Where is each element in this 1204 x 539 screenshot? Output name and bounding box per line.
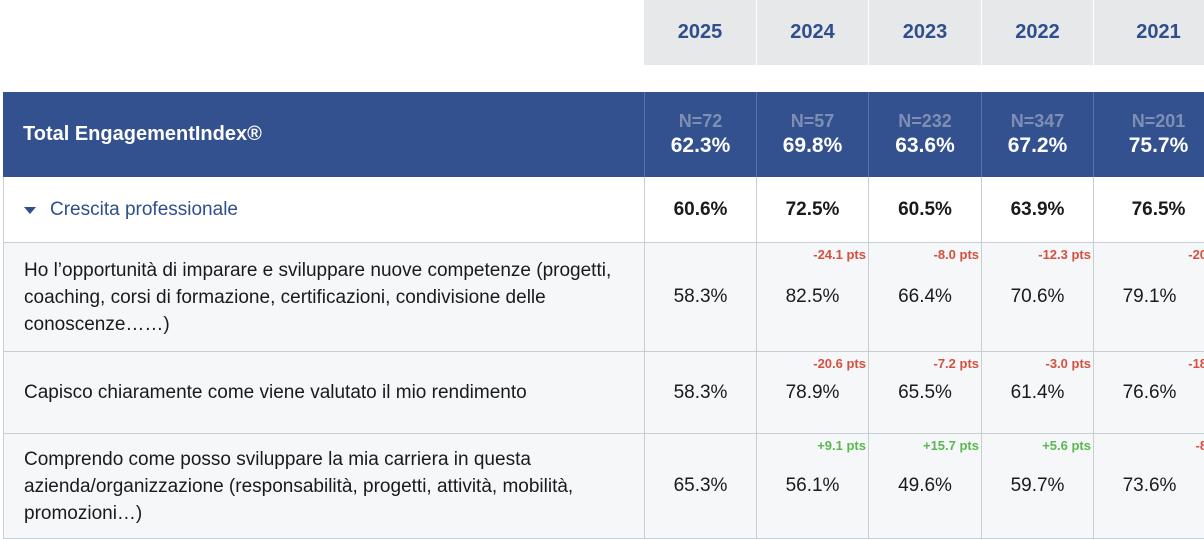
value-text: 76.6% <box>1122 381 1177 403</box>
section-value: 76.5% <box>1093 177 1204 242</box>
question-value: -20.6 pts 78.9% <box>756 352 868 433</box>
delta-badge: -8.4 pts <box>1195 438 1204 453</box>
delta-badge: +9.1 pts <box>817 438 866 453</box>
section-label: Crescita professionale <box>50 198 238 220</box>
sample-size: N=57 <box>790 110 835 131</box>
value-text: 82.5% <box>785 286 840 307</box>
total-engagement-row: Total EngagementIndex® N=72 62.3% N=57 6… <box>3 92 1204 177</box>
delta-badge: +5.6 pts <box>1042 438 1091 453</box>
value-text: 78.9% <box>785 381 840 403</box>
question-value: -8.0 pts 66.4% <box>868 243 981 351</box>
delta-badge: -24.1 pts <box>813 247 866 262</box>
score-value: 75.7% <box>1128 133 1189 157</box>
question-value: +9.1 pts 56.1% <box>756 434 868 538</box>
sample-size: N=201 <box>1131 110 1186 131</box>
total-cell: N=57 69.8% <box>756 92 868 177</box>
value-text: 73.6% <box>1122 475 1177 496</box>
delta-badge: -20.8 pts <box>1188 247 1204 262</box>
score-value: 69.8% <box>782 133 843 157</box>
year-column-header[interactable]: 2024 <box>756 0 868 65</box>
question-label: Capisco chiaramente come viene valutato … <box>3 352 644 433</box>
total-cell: N=347 67.2% <box>981 92 1093 177</box>
year-column-header[interactable]: 2025 <box>644 0 756 65</box>
engagement-table: Total EngagementIndex® N=72 62.3% N=57 6… <box>3 92 1204 539</box>
value-text: 65.3% <box>673 475 728 496</box>
section-value: 63.9% <box>981 177 1093 242</box>
question-row: Capisco chiaramente come viene valutato … <box>3 352 1204 434</box>
question-value: -7.2 pts 65.5% <box>868 352 981 433</box>
value-text: 70.6% <box>1010 286 1065 307</box>
score-value: 67.2% <box>1007 133 1068 157</box>
value-text: 61.4% <box>1010 381 1065 403</box>
question-value: -12.3 pts 70.6% <box>981 243 1093 351</box>
value-text: 49.6% <box>898 475 952 496</box>
delta-badge: -3.0 pts <box>1045 356 1091 371</box>
value-text: 66.4% <box>898 286 952 307</box>
question-value: 65.3% <box>644 434 756 538</box>
question-value: -18.3 pts 76.6% <box>1093 352 1204 433</box>
value-text: 58.3% <box>673 286 728 307</box>
caret-down-icon[interactable] <box>24 207 36 214</box>
question-label: Ho l’opportunità di imparare e sviluppar… <box>3 243 644 351</box>
sample-size: N=72 <box>678 110 723 131</box>
delta-badge: -20.6 pts <box>813 356 866 371</box>
question-label: Comprendo come posso sviluppare la mia c… <box>3 434 644 538</box>
section-value: 60.6% <box>644 177 756 242</box>
year-column-header[interactable]: 2022 <box>981 0 1093 65</box>
delta-badge: -18.3 pts <box>1188 356 1204 371</box>
total-engagement-label: Total EngagementIndex® <box>23 123 262 145</box>
section-value: 60.5% <box>868 177 981 242</box>
total-cell: N=232 63.6% <box>868 92 981 177</box>
sample-size: N=347 <box>1010 110 1065 131</box>
section-toggle[interactable]: Crescita professionale <box>3 177 644 242</box>
question-row: Comprendo come posso sviluppare la mia c… <box>3 434 1204 539</box>
total-cell: N=72 62.3% <box>644 92 756 177</box>
section-row-crescita[interactable]: Crescita professionale 60.6% 72.5% 60.5%… <box>3 177 1204 243</box>
year-column-header[interactable]: 2023 <box>868 0 981 65</box>
total-cell: N=201 75.7% <box>1093 92 1204 177</box>
question-value: -8.4 pts 73.6% <box>1093 434 1204 538</box>
sample-size: N=232 <box>898 110 952 131</box>
delta-badge: -7.2 pts <box>933 356 979 371</box>
value-text: 59.7% <box>1010 475 1065 496</box>
question-value: +15.7 pts 49.6% <box>868 434 981 538</box>
question-value: 58.3% <box>644 352 756 433</box>
section-value: 72.5% <box>756 177 868 242</box>
score-value: 62.3% <box>670 133 731 157</box>
question-value: +5.6 pts 59.7% <box>981 434 1093 538</box>
value-text: 79.1% <box>1122 286 1177 307</box>
question-value: -24.1 pts 82.5% <box>756 243 868 351</box>
year-column-header[interactable]: 2021 <box>1093 0 1204 65</box>
value-text: 58.3% <box>673 381 728 403</box>
value-text: 56.1% <box>785 475 840 496</box>
question-value: -3.0 pts 61.4% <box>981 352 1093 433</box>
delta-badge: -8.0 pts <box>933 247 979 262</box>
score-value: 63.6% <box>895 133 955 157</box>
value-text: 65.5% <box>898 381 952 403</box>
question-row: Ho l’opportunità di imparare e sviluppar… <box>3 243 1204 352</box>
question-value: -20.8 pts 79.1% <box>1093 243 1204 351</box>
delta-badge: -12.3 pts <box>1038 247 1091 262</box>
year-header-row: 2025 2024 2023 2022 2021 <box>644 0 1204 65</box>
question-value: 58.3% <box>644 243 756 351</box>
delta-badge: +15.7 pts <box>922 438 979 453</box>
